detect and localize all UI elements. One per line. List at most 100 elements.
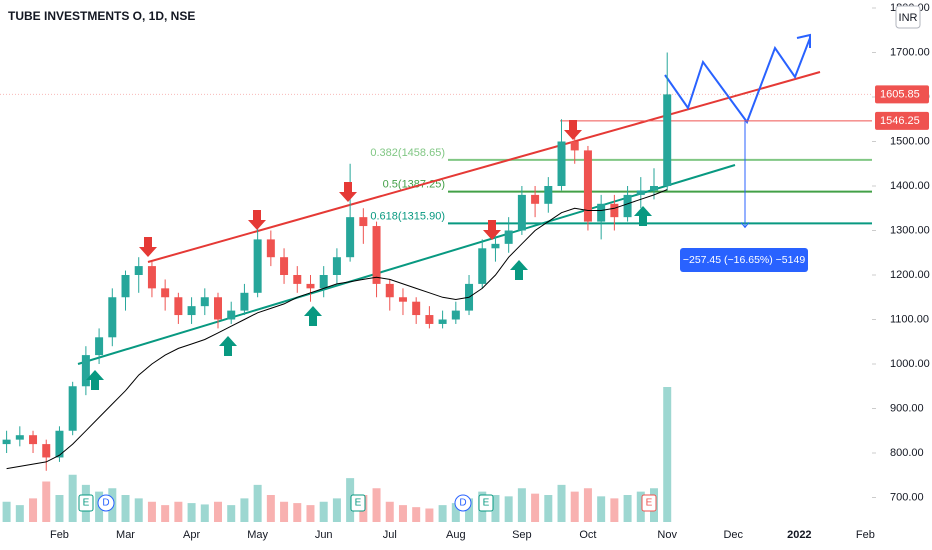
candle-body [266,239,275,258]
candle-body [29,435,38,445]
event-label: E [83,498,90,509]
volume-bar [280,501,289,522]
x-tick-label: Feb [50,529,69,541]
y-tick-label: 700.00 [890,491,924,503]
volume-bar [253,484,262,522]
volume-bar [570,491,579,522]
candle-body [161,288,170,298]
candle-body [531,194,540,204]
volume-bar [147,501,156,522]
candle-body [346,217,355,258]
currency-box [895,5,921,29]
y-tick-label: 900.00 [890,402,924,414]
volume-bar [517,488,526,522]
candle-body [227,310,236,320]
event-label: E [483,498,490,509]
volume-bar [227,505,236,522]
currency: INR [899,12,918,24]
x-tick-label: Nov [657,529,677,541]
volume-bar [15,505,24,522]
candle-body [412,301,421,316]
volume-bar [425,508,434,522]
fib-label: 0.382(1458.65) [370,147,445,159]
volume-bar [412,507,421,522]
candle-body [68,386,77,431]
candle-body [451,310,460,320]
volume-bar [385,501,394,522]
x-tick-label: Feb [856,529,875,541]
candle-body [478,248,487,284]
candle-body [359,217,368,227]
chart-title: TUBE INVESTMENTS O, 1D, NSE [8,9,195,23]
y-tick-label: 1300.00 [890,224,930,236]
volume-bar [319,501,328,522]
sell-arrow [139,237,157,257]
volume-bar [491,495,500,522]
x-tick-label: Jul [383,529,397,541]
candle-body [636,190,645,195]
x-tick-label: Jun [315,529,333,541]
volume-bar [610,498,619,522]
event-icon [454,494,472,512]
candle-body [121,275,130,298]
volume-bar [451,503,460,522]
candle-body [42,444,51,458]
price-label: 1546.25 [880,115,920,127]
projection-head [796,33,811,48]
candle-body [517,194,526,231]
volume-bar [372,488,381,522]
volume-bar [55,495,64,522]
candle-body [2,439,11,445]
candle-body [174,297,183,316]
event-icon [97,494,115,512]
trend-line [77,164,736,365]
moving-average [6,189,668,470]
volume-bar [663,387,672,522]
candle-body [650,186,658,191]
volume-bar [623,495,632,522]
candle-body [147,266,156,289]
candle-body [108,297,117,338]
volume-bar [398,505,407,522]
volume-bar [557,484,566,522]
sell-arrow [339,182,357,202]
buy-arrow [304,306,322,326]
volume-bar [531,493,540,522]
candle-body [597,203,606,222]
candle-body [491,243,500,249]
volume-bar [332,498,341,522]
candle-body [253,239,262,293]
price-label: 1605.85 [880,88,920,100]
volume-bar [240,498,249,522]
candle-body [398,297,407,302]
y-tick-label: 1200.00 [890,269,930,281]
candle-body [214,297,222,320]
buy-arrow [219,336,237,356]
volume-bar [2,501,11,522]
price-box [875,85,929,104]
candle-body [610,203,619,218]
volume-bar [42,481,51,522]
event-icon [78,494,94,512]
y-tick-label: 1000.00 [890,358,930,370]
trend-line [147,71,821,263]
volume-bar [174,501,183,522]
event-icon [478,494,494,512]
volume-bar [346,478,355,522]
volume-bar [68,474,77,522]
event-label: D [459,498,466,509]
x-tick-label: Oct [579,529,596,541]
volume-bar [29,498,38,522]
x-tick-label: Dec [723,529,743,541]
x-tick-label: May [247,529,268,541]
candle-body [557,141,566,186]
candle-body [385,283,394,298]
volume-bar [597,496,606,522]
volume-bar [121,495,130,522]
y-tick-label: 1500.00 [890,135,930,147]
event-icon [641,494,657,512]
buy-arrow [86,370,104,390]
buy-arrow [634,206,652,226]
